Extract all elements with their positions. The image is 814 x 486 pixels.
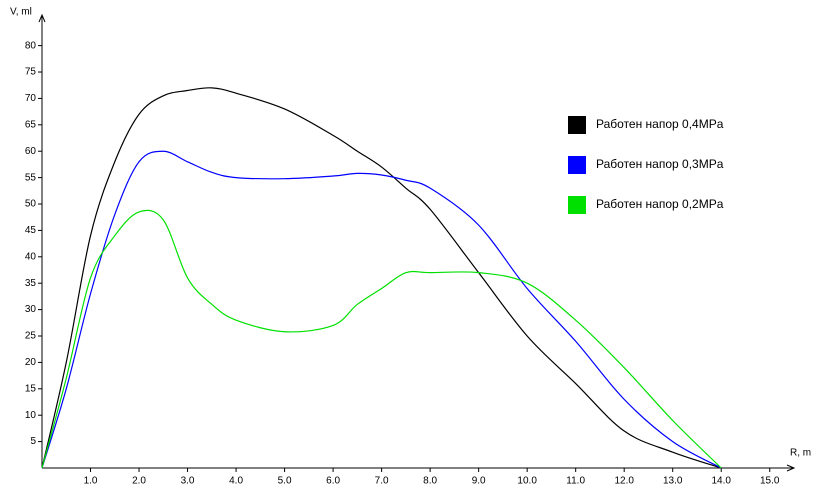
x-tick-label: 11.0 (566, 476, 585, 486)
legend-label: Работен напор 0,2MPa (596, 197, 724, 211)
x-tick-label: 12.0 (614, 476, 634, 486)
y-tick-label: 35 (25, 278, 37, 289)
y-tick-label: 55 (25, 172, 37, 183)
x-tick-label: 2.0 (132, 476, 146, 486)
y-tick-label: 30 (25, 304, 37, 315)
x-tick-label: 10.0 (517, 476, 537, 486)
y-tick-label: 15 (25, 383, 37, 394)
x-tick-label: 13.0 (663, 476, 683, 486)
x-tick-label: 3.0 (181, 476, 195, 486)
y-tick-label: 40 (25, 251, 37, 262)
legend-swatch (568, 156, 586, 174)
y-tick-label: 10 (25, 410, 37, 421)
y-tick-label: 45 (25, 225, 37, 236)
x-tick-label: 15.0 (760, 476, 780, 486)
y-tick-label: 75 (25, 67, 37, 78)
y-tick-label: 25 (25, 331, 37, 342)
y-tick-label: 20 (25, 357, 37, 368)
x-axis-label: R, m (790, 448, 811, 459)
x-axis-arrow (786, 464, 796, 472)
x-tick-label: 14.0 (711, 476, 731, 486)
x-tick-label: 9.0 (472, 476, 486, 486)
legend-swatch (568, 116, 586, 134)
series-line (41, 87, 722, 469)
y-tick-label: 5 (30, 436, 36, 447)
legend-label: Работен напор 0,4MPa (596, 117, 724, 131)
series-line (41, 150, 722, 469)
y-tick-label: 60 (25, 146, 37, 157)
legend-label: Работен напор 0,3MPa (596, 157, 724, 171)
x-tick-label: 1.0 (84, 476, 98, 486)
y-tick-label: 70 (25, 93, 37, 104)
legend-swatch (568, 196, 586, 214)
y-tick-label: 50 (25, 199, 37, 210)
y-tick-label: 65 (25, 119, 37, 130)
y-axis-label: V, ml (10, 7, 32, 18)
x-tick-label: 4.0 (229, 476, 243, 486)
x-tick-label: 7.0 (375, 476, 389, 486)
y-axis-arrow (38, 13, 46, 23)
series-line (41, 209, 722, 469)
y-tick-label: 80 (25, 40, 37, 51)
x-tick-label: 8.0 (423, 476, 437, 486)
x-tick-label: 5.0 (278, 476, 292, 486)
x-tick-label: 6.0 (326, 476, 340, 486)
